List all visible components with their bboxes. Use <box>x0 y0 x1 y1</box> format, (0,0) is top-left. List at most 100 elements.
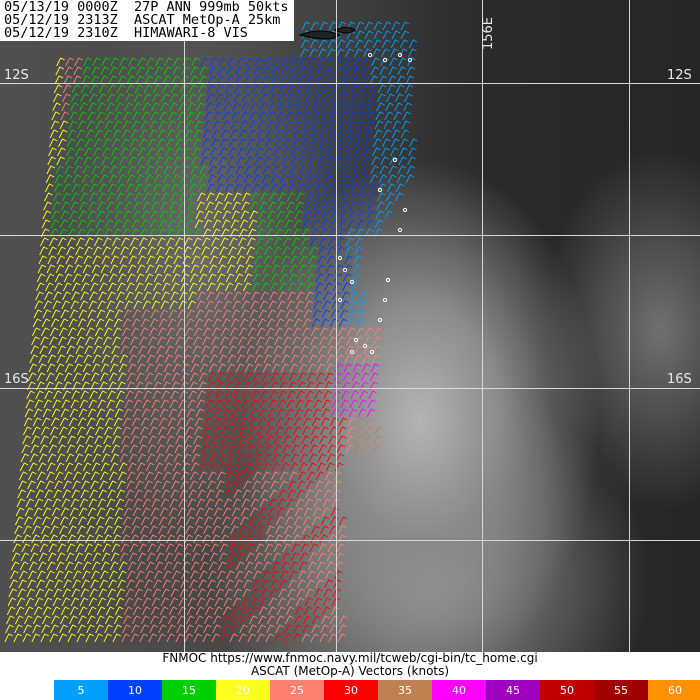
wind-barb <box>165 246 174 256</box>
wind-barb <box>247 534 256 544</box>
wind-barb <box>125 93 134 103</box>
wind-barb <box>343 363 353 373</box>
wind-barb <box>361 165 371 175</box>
wind-barb <box>198 372 208 382</box>
wind-barb <box>128 255 138 265</box>
wind-barb <box>137 156 146 166</box>
wind-barb <box>186 210 196 220</box>
wind-barb <box>53 291 62 301</box>
wind-barb <box>21 543 31 553</box>
wind-barb <box>267 309 277 319</box>
wind-barb <box>41 525 50 535</box>
wind-barb <box>273 147 282 157</box>
wind-barb <box>327 48 336 58</box>
wind-barb <box>175 534 184 544</box>
wind-barb <box>169 300 178 310</box>
wind-barb <box>132 408 142 418</box>
wind-barb <box>45 372 55 382</box>
wind-barb <box>121 336 130 346</box>
wind-barb <box>63 273 73 283</box>
wind-barb <box>357 309 367 319</box>
wind-barb <box>103 336 112 346</box>
wind-barb <box>229 633 239 643</box>
wind-barb <box>244 165 254 175</box>
wind-barb <box>240 507 250 517</box>
wind-barb <box>285 111 295 121</box>
wind-barb <box>50 525 59 535</box>
wind-barb <box>295 102 304 112</box>
wind-barb <box>44 183 54 193</box>
wind-barb <box>256 237 265 247</box>
wind-barb <box>238 129 248 139</box>
wind-barb <box>134 291 143 301</box>
wind-barb <box>359 390 368 400</box>
credit-text: FNMOC https://www.fnmoc.navy.mil/tcweb/c… <box>162 651 538 665</box>
wind-barb <box>198 381 207 391</box>
wind-barb <box>285 309 295 319</box>
wind-barb <box>408 39 418 49</box>
wind-barb <box>360 372 370 382</box>
wind-barb <box>319 129 329 139</box>
wind-barb <box>89 93 98 103</box>
wind-barb <box>143 588 153 598</box>
wind-barb <box>229 435 238 445</box>
wind-barb <box>317 453 327 463</box>
wind-barb <box>333 381 342 391</box>
wind-barb <box>295 399 305 409</box>
wind-barb <box>87 615 96 625</box>
wind-barb <box>56 354 66 364</box>
wind-barb <box>269 192 278 202</box>
wind-barb <box>257 426 266 436</box>
wind-barb <box>126 273 136 283</box>
wind-barb <box>46 165 56 175</box>
wind-barb <box>324 579 333 589</box>
wind-barb <box>206 390 215 400</box>
wind-barb <box>243 381 252 391</box>
wind-barb <box>283 237 292 247</box>
wind-barb <box>219 444 229 454</box>
wind-barb <box>157 435 166 445</box>
wind-barb <box>261 273 271 283</box>
wind-barb <box>399 48 408 58</box>
wind-barb <box>167 624 176 634</box>
wind-barb <box>110 453 120 463</box>
island-outline <box>333 27 356 34</box>
wind-barb <box>189 471 199 481</box>
wind-barb <box>359 84 369 94</box>
wind-barb <box>161 588 171 598</box>
wind-barb <box>89 588 99 598</box>
wind-barb <box>210 246 219 256</box>
wind-barb <box>89 489 98 499</box>
wind-barb <box>191 156 200 166</box>
wind-barb <box>173 156 182 166</box>
wind-barb <box>40 633 50 643</box>
wind-barb <box>64 462 74 472</box>
wind-barb <box>198 471 208 481</box>
wind-barb <box>158 525 167 535</box>
wind-barb <box>73 165 83 175</box>
wind-barb <box>361 66 371 76</box>
wind-barb <box>166 129 176 139</box>
wind-barb <box>270 579 279 589</box>
wind-barb <box>170 291 179 301</box>
wind-barb <box>321 615 330 625</box>
wind-barb <box>172 264 182 274</box>
wind-barb <box>373 21 383 31</box>
wind-barb <box>359 192 368 202</box>
wind-barb <box>188 588 198 598</box>
wind-barb <box>351 174 361 184</box>
wind-barb <box>323 489 332 499</box>
wind-barb <box>300 246 309 256</box>
wind-barb <box>391 21 401 31</box>
wind-barb <box>122 417 132 427</box>
wind-barb <box>25 399 35 409</box>
wind-barb <box>183 543 193 553</box>
wind-barb <box>261 282 270 292</box>
wind-barb <box>259 201 268 211</box>
wind-barb <box>61 102 70 112</box>
wind-barb <box>310 534 319 544</box>
wind-barb <box>368 192 377 202</box>
wind-barb <box>57 147 66 157</box>
wind-barb <box>195 309 205 319</box>
wind-barb <box>156 345 165 355</box>
